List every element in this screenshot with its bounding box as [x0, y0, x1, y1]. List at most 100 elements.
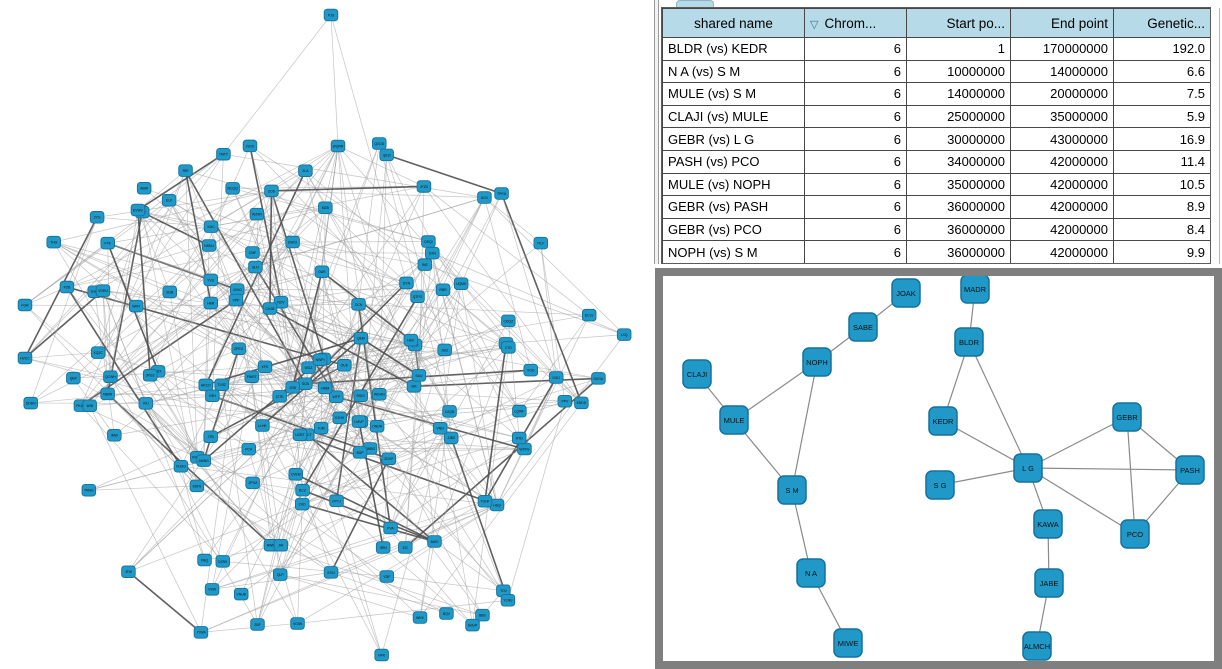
network-node[interactable]: SLN	[248, 260, 263, 274]
network-node[interactable]: LXQ	[616, 328, 632, 341]
network-node[interactable]: NOV	[273, 295, 289, 309]
table-row[interactable]: GEBR (vs) PASH 6 36000000 42000000 8.9	[662, 195, 1210, 219]
network-node[interactable]: QXDD	[372, 137, 387, 150]
table-row[interactable]: BLDR (vs) KEDR 6 1 170000000 192.0	[662, 37, 1210, 61]
network-node[interactable]: THG	[46, 235, 61, 249]
table-row[interactable]: MULE (vs) S M 6 14000000 20000000 7.5	[662, 82, 1210, 106]
network-node[interactable]: SUB	[162, 285, 177, 299]
network-node[interactable]: DZRK	[215, 555, 230, 568]
network-node[interactable]: ZDVP	[381, 452, 397, 465]
network-node[interactable]: VGIW	[290, 617, 305, 630]
network-node[interactable]: KUC	[203, 220, 219, 233]
network-node[interactable]: NCQQ	[225, 182, 240, 195]
column-header-shared-name[interactable]: shared name	[662, 8, 805, 38]
column-header-genetic---[interactable]: Genetic...	[1113, 8, 1210, 38]
network-node[interactable]: ENDD	[574, 396, 589, 410]
network-node[interactable]: TPRU	[494, 187, 509, 200]
network-node[interactable]: SIK	[406, 380, 422, 393]
network-node[interactable]: ZPEG	[231, 342, 246, 355]
network-node[interactable]: ABW	[136, 182, 152, 195]
network-node[interactable]: ECLV	[581, 308, 597, 322]
network-node[interactable]: SXN	[425, 246, 440, 260]
network-node[interactable]: OCN	[351, 298, 366, 311]
network-node[interactable]: DDBN	[23, 396, 38, 410]
network-node[interactable]: OAR	[314, 265, 330, 279]
network-node[interactable]: WIB	[82, 399, 97, 413]
network-node[interactable]: VNUB	[233, 587, 249, 601]
network-node[interactable]: FTK	[100, 236, 115, 250]
network-node[interactable]: JSIZ	[437, 343, 452, 357]
network-node[interactable]: OJQB	[442, 405, 457, 418]
network-node[interactable]: UGV	[477, 191, 492, 204]
network-node[interactable]: VGRU	[95, 284, 111, 297]
network-node[interactable]: WZXR	[249, 207, 265, 221]
network-node[interactable]: PCA	[241, 442, 256, 456]
sub-network-view[interactable]: JOAK MADR SABE NOPH CLAJI MULE BLDR KEDR GEBR L G…	[663, 276, 1214, 661]
network-node[interactable]: YVU	[203, 273, 218, 287]
network-node[interactable]: ZYG	[89, 211, 105, 224]
network-node[interactable]: JPYM	[245, 476, 260, 490]
network-node[interactable]: CITE	[272, 390, 287, 403]
network-node[interactable]: WGZ	[301, 361, 316, 374]
network-node-jabe[interactable]: JABE	[1034, 568, 1064, 598]
network-node[interactable]: OUK	[337, 359, 352, 372]
network-node[interactable]: IMW	[107, 428, 122, 442]
network-node[interactable]: XQZC	[90, 346, 106, 359]
network-node[interactable]: ZLA	[298, 164, 313, 178]
network-node[interactable]: EWCI	[285, 235, 300, 249]
network-node[interactable]: IIRN	[375, 541, 391, 554]
panel-splitter[interactable]	[654, 0, 659, 264]
network-node[interactable]: HBR	[203, 296, 219, 310]
network-node[interactable]: BQV	[439, 607, 454, 620]
network-node[interactable]: CMF	[245, 246, 260, 259]
network-node[interactable]: HKCO	[198, 378, 214, 392]
network-node[interactable]: HEK	[403, 333, 419, 347]
network-node[interactable]: RSIG	[353, 389, 368, 402]
network-node[interactable]: VJM	[313, 421, 329, 435]
network-node[interactable]: VPP	[228, 293, 244, 307]
network-node[interactable]: JTB	[203, 430, 218, 443]
table-row[interactable]: CLAJI (vs) MULE 6 25000000 35000000 5.9	[662, 104, 1210, 129]
network-node[interactable]: AMNG	[196, 454, 211, 467]
network-node-joak[interactable]: JOAK	[891, 278, 921, 308]
network-node[interactable]: KFK	[257, 360, 273, 373]
network-node[interactable]: CDQZ	[501, 314, 516, 328]
network-node[interactable]: HPK	[374, 648, 389, 662]
network-node[interactable]: PWRT	[244, 370, 260, 383]
network-node[interactable]: BCZ	[295, 483, 310, 497]
main-network-canvas[interactable]: PJSWQRRQRXHSQSUBZICSXNOARWZXROUKVJMSCBPK…	[0, 0, 650, 669]
table-row[interactable]: MULE (vs) NOPH 6 35000000 42000000 10.5	[662, 172, 1210, 197]
table-scrollbar-track[interactable]	[1213, 0, 1222, 264]
network-node[interactable]: NSNU	[201, 239, 217, 252]
network-node[interactable]: EJHH	[332, 411, 347, 425]
network-node[interactable]: LMVP	[351, 415, 367, 428]
network-node[interactable]: DISJ	[548, 371, 564, 384]
network-node-madr[interactable]: MADR	[960, 276, 990, 304]
network-node[interactable]: WQRR	[330, 139, 346, 153]
network-node[interactable]: VSH	[205, 389, 220, 403]
network-node[interactable]: XOD	[523, 363, 538, 377]
table-row[interactable]: NOPH (vs) S M 6 36000000 42000000 9.9	[662, 240, 1210, 263]
column-header-chrom---[interactable]: ▽ Chrom...	[804, 8, 907, 38]
network-node[interactable]: WKK	[412, 611, 428, 624]
network-node[interactable]: WDHN	[371, 388, 387, 401]
network-node[interactable]: WRY	[128, 299, 144, 313]
network-node[interactable]: JFW	[121, 565, 136, 578]
network-node[interactable]: TMTT	[216, 147, 231, 161]
network-node-miwe[interactable]: MIWE	[833, 628, 863, 658]
network-node[interactable]: IYLF	[533, 236, 549, 250]
network-node[interactable]: UCBT	[292, 428, 308, 441]
network-node-gebr[interactable]: GEBR	[1112, 402, 1142, 432]
network-node[interactable]: SSFS	[189, 479, 205, 493]
network-node[interactable]: HMM	[317, 381, 333, 395]
network-node[interactable]: JIH	[273, 538, 289, 552]
network-node[interactable]: CTD	[501, 341, 516, 354]
network-node[interactable]: FBQ	[197, 553, 212, 567]
network-node[interactable]: DEQI	[421, 235, 436, 248]
network-node[interactable]: TRNG	[81, 484, 97, 497]
network-node[interactable]: JRGZ	[142, 368, 158, 382]
network-node[interactable]: JJBZ	[444, 431, 459, 445]
filter-funnel-icon[interactable]: ▽	[810, 18, 819, 31]
network-node[interactable]: PJS	[323, 8, 339, 22]
table-row[interactable]: GEBR (vs) PCO 6 36000000 42000000 8.4	[662, 217, 1210, 242]
